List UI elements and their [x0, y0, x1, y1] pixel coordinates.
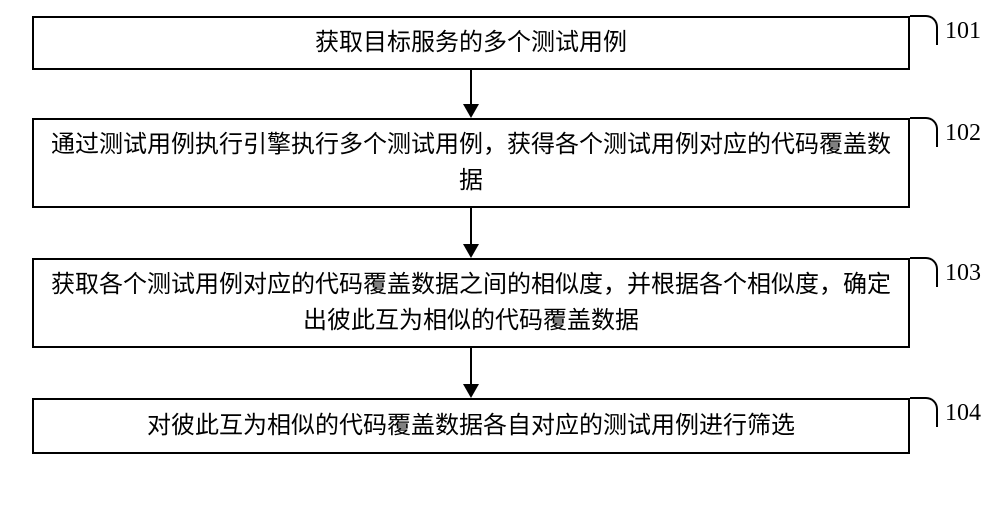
label-hook-2	[910, 117, 938, 147]
flowchart-canvas: 获取目标服务的多个测试用例 101 通过测试用例执行引擎执行多个测试用例，获得各…	[0, 0, 1000, 509]
label-hook-3	[910, 257, 938, 287]
flow-node-1-text: 获取目标服务的多个测试用例	[315, 25, 627, 61]
label-hook-1	[910, 15, 938, 45]
flow-node-4-text: 对彼此互为相似的代码覆盖数据各自对应的测试用例进行筛选	[147, 408, 795, 444]
arrow-1-head	[463, 104, 479, 118]
step-label-2: 102	[945, 120, 981, 147]
flow-node-3-text: 获取各个测试用例对应的代码覆盖数据之间的相似度，并根据各个相似度，确定出彼此互为…	[44, 267, 898, 339]
flow-node-4: 对彼此互为相似的代码覆盖数据各自对应的测试用例进行筛选	[32, 398, 910, 454]
step-label-3: 103	[945, 260, 981, 287]
flow-node-1: 获取目标服务的多个测试用例	[32, 16, 910, 70]
flow-node-2: 通过测试用例执行引擎执行多个测试用例，获得各个测试用例对应的代码覆盖数据	[32, 118, 910, 208]
flow-node-3: 获取各个测试用例对应的代码覆盖数据之间的相似度，并根据各个相似度，确定出彼此互为…	[32, 258, 910, 348]
step-label-4: 104	[945, 400, 981, 427]
arrow-3-head	[463, 384, 479, 398]
label-hook-4	[910, 397, 938, 427]
arrow-2-line	[470, 208, 472, 244]
step-label-1: 101	[945, 18, 981, 45]
arrow-3-line	[470, 348, 472, 384]
arrow-2-head	[463, 244, 479, 258]
arrow-1-line	[470, 70, 472, 104]
flow-node-2-text: 通过测试用例执行引擎执行多个测试用例，获得各个测试用例对应的代码覆盖数据	[44, 127, 898, 199]
